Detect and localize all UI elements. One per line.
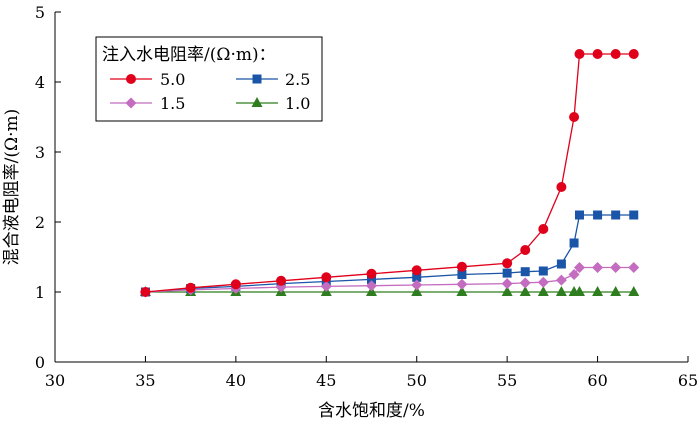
x-tick-label: 35 [135,371,155,390]
data-point [538,266,548,276]
data-point [555,286,567,296]
y-tick-label: 1 [35,283,45,302]
data-point [569,112,580,122]
data-point [556,259,566,269]
legend-label: 2.5 [285,70,310,89]
data-point [568,269,580,280]
data-point [537,276,549,288]
data-point [593,210,603,220]
x-tick-label: 40 [226,371,246,390]
legend-entry-5.0: 5.0 [110,70,185,89]
data-point [230,279,241,290]
data-point [573,262,585,273]
data-point [574,210,584,220]
data-point [629,210,639,220]
data-point [555,274,567,286]
data-point [610,49,621,59]
data-point [592,262,604,273]
data-point [592,286,604,296]
data-point [502,268,512,278]
legend-marker [125,97,137,109]
series-layer [139,49,640,298]
data-point [573,286,585,296]
x-tick-label: 45 [316,371,336,390]
legend-label: 1.0 [285,94,310,113]
data-point [457,270,467,279]
data-point [628,262,640,273]
data-point [411,286,423,296]
legend: 注入水电阻率/(Ω·m)： 5.0 1.5 2.5 1.0 [95,36,323,122]
data-point [366,280,377,292]
y-tick-label: 4 [35,73,45,92]
x-tick-label: 50 [407,371,427,390]
data-point [412,272,422,282]
y-tick-label: 0 [35,353,45,372]
y-axis-title: 混合液电阻率/(Ω·m) [2,109,22,266]
data-point [611,210,621,220]
data-point [556,182,567,192]
data-point [610,262,622,273]
data-point [366,268,377,279]
data-point [519,277,531,289]
legend-label: 1.5 [160,94,185,113]
legend-title: 注入水电阻率/(Ω·m)： [102,45,276,65]
series-5.0 [140,49,639,297]
data-point [456,278,468,290]
legend-entry-1.5: 1.5 [110,94,185,113]
data-point [628,49,639,59]
data-point [592,49,603,59]
data-point [610,286,622,296]
y-tick-label: 3 [35,143,45,162]
data-point [185,282,196,293]
x-tick-label: 60 [587,371,607,390]
data-point [520,245,531,255]
data-point [367,274,376,284]
data-point [321,272,332,283]
data-point [569,238,579,248]
data-point [411,265,422,276]
legend-marker [252,74,262,84]
legend-marker [126,74,136,84]
x-tick-label: 55 [497,371,517,390]
data-point [501,286,513,296]
data-point [628,286,640,296]
data-point [538,224,549,234]
legend-entry-1.0: 1.0 [236,94,310,113]
x-tick-label: 30 [45,371,65,390]
data-point [456,261,467,272]
legend-marker [251,97,263,107]
data-point [276,275,287,286]
series-2.5 [140,210,639,297]
data-point [456,286,468,296]
data-point [140,287,151,297]
y-tick-label: 2 [35,213,45,232]
data-point [537,286,549,296]
data-point [411,279,423,291]
legend-entry-2.5: 2.5 [236,70,310,89]
x-tick-label: 65 [678,371,698,390]
data-point [520,267,530,277]
data-point [574,49,585,59]
data-point [519,286,531,296]
series-1.5 [139,262,640,298]
data-point [502,258,513,269]
legend-label: 5.0 [160,70,185,89]
y-tick-label: 5 [35,3,45,22]
data-point [501,278,513,290]
data-point [320,280,332,292]
x-axis-title: 含水饱和度/% [318,401,425,421]
